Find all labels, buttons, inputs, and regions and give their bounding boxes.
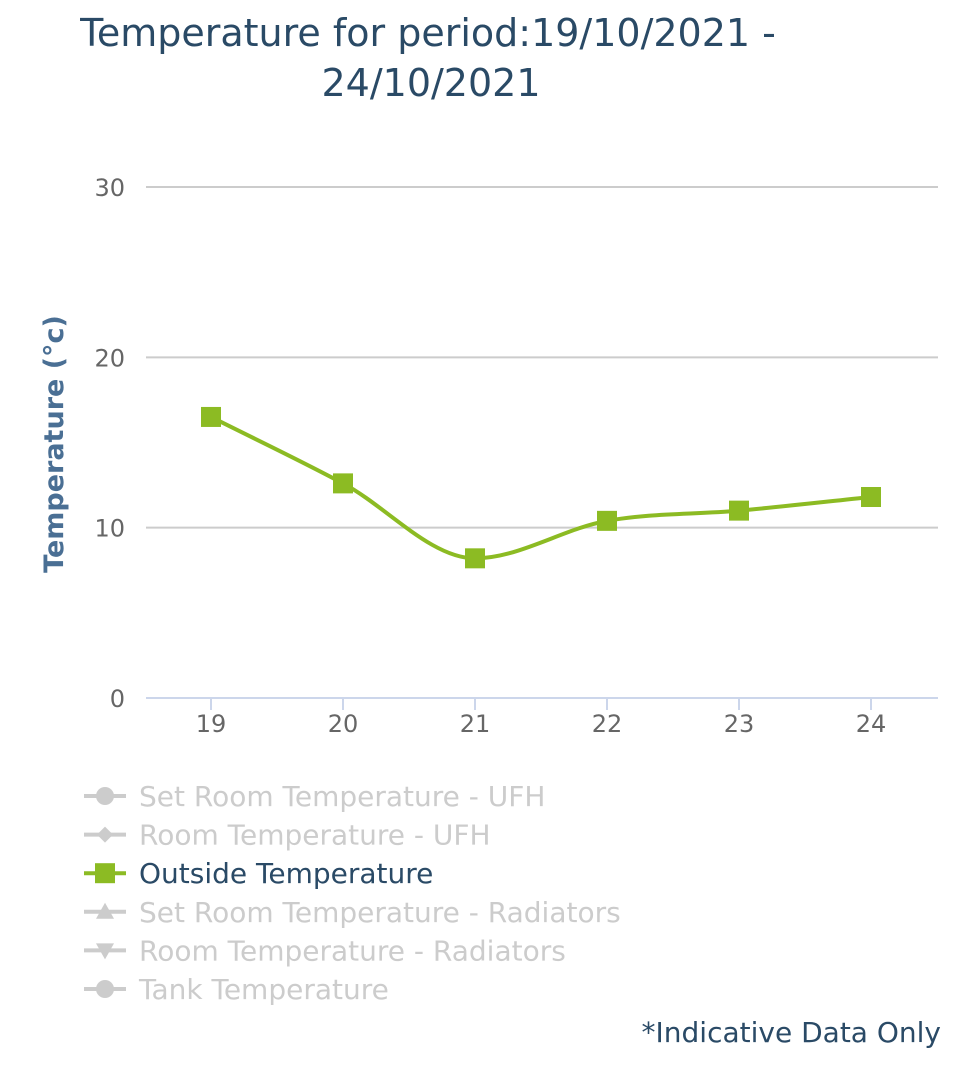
legend-circle-icon [96, 787, 114, 805]
data-point[interactable] [333, 473, 353, 494]
data-point[interactable] [861, 487, 881, 508]
legend-label: Tank Temperature [138, 973, 389, 1006]
y-tick-label: 20 [94, 344, 125, 372]
x-tick-label: 24 [856, 710, 887, 738]
data-point[interactable] [729, 500, 749, 521]
y-tick-label: 10 [94, 515, 125, 543]
legend-triangle-up-icon [96, 902, 114, 919]
x-tick-label: 21 [460, 710, 491, 738]
data-point[interactable] [465, 548, 485, 569]
y-tick-label: 30 [94, 174, 125, 202]
legend: Set Room Temperature - UFH Room Temperatu… [84, 780, 621, 1006]
legend-circle-icon [96, 980, 114, 998]
legend-label: Room Temperature - Radiators [139, 934, 566, 967]
x-tick-label: 22 [592, 710, 623, 738]
legend-diamond-icon [97, 826, 113, 843]
y-axis-ticks: 0 10 20 30 [94, 174, 125, 713]
x-tick-label: 20 [328, 710, 359, 738]
y-tick-label: 0 [110, 685, 125, 713]
legend-label: Outside Temperature [139, 857, 433, 890]
data-point[interactable] [597, 510, 617, 531]
legend-item[interactable]: Room Temperature - Radiators [84, 934, 566, 967]
x-tick-label: 19 [196, 710, 227, 738]
legend-item[interactable]: Set Room Temperature - Radiators [84, 896, 621, 929]
x-tick-label: 23 [724, 710, 755, 738]
legend-label: Room Temperature - UFH [139, 819, 491, 852]
y-axis-label: Temperature (°c) [39, 315, 70, 573]
legend-item[interactable]: Outside Temperature [84, 857, 433, 890]
footnote: *Indicative Data Only [642, 1016, 941, 1049]
chart-title-line-2: 24/10/2021 [321, 61, 540, 105]
legend-label: Set Room Temperature - Radiators [139, 896, 621, 929]
grid-lines [146, 186, 938, 529]
data-point[interactable] [201, 406, 221, 427]
legend-triangle-down-icon [96, 943, 114, 960]
legend-item[interactable]: Room Temperature - UFH [84, 819, 491, 852]
legend-item[interactable]: Set Room Temperature - UFH [84, 780, 545, 813]
legend-item[interactable]: Tank Temperature [84, 973, 389, 1006]
chart-title-line-1: Temperature for period:19/10/2021 - [79, 11, 776, 55]
series-outside-temperature [201, 406, 881, 569]
series-line [210, 415, 872, 561]
legend-label: Set Room Temperature - UFH [139, 780, 545, 813]
x-axis-ticks: 19 20 21 22 23 24 [196, 698, 887, 738]
legend-square-icon [95, 863, 115, 884]
